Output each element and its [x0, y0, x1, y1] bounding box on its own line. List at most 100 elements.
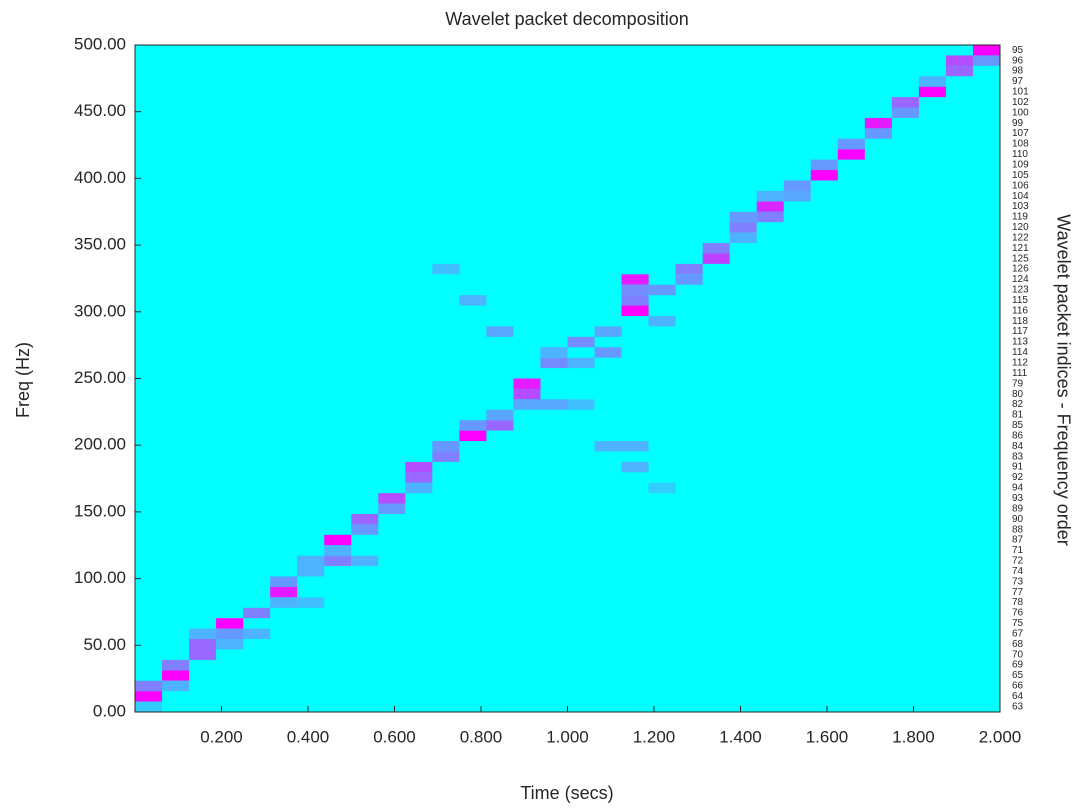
heatmap-cell	[270, 597, 298, 608]
heatmap-cell	[837, 149, 865, 160]
y-tick-label: 0.00	[93, 701, 126, 720]
heatmap-cell	[324, 555, 352, 567]
heatmap-cell	[675, 263, 703, 275]
x-tick-label: 0.400	[287, 727, 330, 746]
y2-index-label: 90	[1012, 514, 1024, 525]
y2-index-label: 123	[1012, 285, 1029, 296]
heatmap-cell	[702, 253, 730, 264]
heatmap-cell	[756, 201, 784, 212]
heatmap-cell	[729, 222, 757, 233]
heatmap-cell	[621, 441, 649, 452]
heatmap-cell	[459, 430, 487, 442]
y2-index-label: 86	[1012, 430, 1024, 441]
heatmap-cell	[621, 284, 649, 296]
heatmap-cell	[648, 315, 676, 327]
y2-index-label: 120	[1012, 222, 1029, 233]
y2-index-label: 105	[1012, 170, 1029, 181]
heatmap-cell	[216, 618, 244, 629]
heatmap-cell	[918, 86, 946, 98]
heatmap-cell	[513, 388, 541, 400]
heatmap-cell	[459, 420, 487, 431]
y2-index-label: 117	[1012, 326, 1028, 337]
heatmap-cell	[270, 586, 298, 598]
heatmap-cell	[972, 45, 1000, 56]
heatmap-cell	[540, 357, 568, 369]
y2-index-label: 126	[1012, 264, 1029, 275]
heatmap-cell	[594, 347, 622, 358]
y2-index-label: 100	[1012, 107, 1029, 118]
heatmap-cell	[756, 190, 784, 202]
y2-index-label: 106	[1012, 180, 1029, 191]
x-tick-label: 0.600	[373, 727, 416, 746]
heatmap-cell	[405, 482, 433, 494]
heatmap-cell	[621, 295, 649, 306]
y2-index-label: 82	[1012, 399, 1024, 410]
heatmap-cell	[216, 628, 244, 640]
heatmap-cell	[891, 107, 919, 118]
x-tick-label: 1.000	[546, 727, 589, 746]
heatmap-cell	[297, 555, 325, 567]
y2-index-label: 73	[1012, 576, 1024, 587]
y2-index-label: 69	[1012, 660, 1024, 671]
heatmap-cell	[405, 461, 433, 473]
heatmap-cell	[594, 326, 622, 337]
y2-index-label: 84	[1012, 441, 1024, 452]
x-tick-label: 0.200	[200, 727, 243, 746]
y2-index-label: 122	[1012, 232, 1029, 243]
heatmap-cell	[324, 534, 352, 546]
y-tick-label: 400.00	[74, 168, 126, 187]
heatmap-cell	[702, 243, 730, 254]
y2-index-label: 104	[1012, 191, 1029, 202]
x-tick-label: 0.800	[460, 727, 503, 746]
heatmap-cell	[540, 347, 568, 358]
y2-index-label: 76	[1012, 608, 1024, 619]
heatmap-cell	[216, 639, 244, 650]
y2-index-label: 115	[1012, 295, 1028, 306]
heatmap-cell	[648, 284, 676, 296]
heatmap-cell	[135, 691, 163, 702]
heatmap-cell	[270, 576, 298, 587]
heatmap-cell	[567, 399, 595, 410]
y2-index-label: 64	[1012, 691, 1024, 702]
y-axis-label: Freq (Hz)	[13, 342, 33, 418]
heatmap-cell	[162, 680, 190, 692]
heatmap-cell	[594, 441, 622, 452]
y2-index-label: 92	[1012, 472, 1024, 483]
heatmap-cell	[297, 566, 325, 577]
heatmap-cell	[486, 409, 514, 421]
y-tick-label: 500.00	[74, 34, 126, 53]
heatmap-cell	[189, 649, 217, 660]
y2-index-label: 125	[1012, 253, 1029, 264]
y2-index-label: 83	[1012, 451, 1024, 462]
y2-index-label: 109	[1012, 159, 1029, 170]
y2-index-label: 79	[1012, 378, 1024, 389]
heatmap-cell	[891, 97, 919, 108]
y2-index-label: 65	[1012, 670, 1024, 681]
y2-index-label: 101	[1012, 87, 1029, 98]
heatmap-cell	[351, 555, 379, 567]
y2-index-label: 111	[1012, 368, 1028, 379]
heatmap-cell	[918, 76, 946, 87]
heatmap-cell	[567, 336, 595, 348]
y2-index-label: 85	[1012, 420, 1024, 431]
y2-index-label: 103	[1012, 201, 1029, 212]
heatmap-cell	[162, 659, 190, 671]
heatmap-cell	[432, 441, 460, 452]
y2-index-label: 116	[1012, 305, 1028, 316]
heatmap-cell	[621, 274, 649, 285]
y2-index-label: 107	[1012, 128, 1029, 139]
heatmap-cell	[486, 326, 514, 337]
x-tick-label: 1.800	[892, 727, 935, 746]
heatmap-cell	[405, 472, 433, 483]
y2-index-label: 97	[1012, 76, 1024, 87]
heatmap-cell	[837, 138, 865, 150]
heatmap-cell	[567, 357, 595, 369]
y-tick-label: 100.00	[74, 568, 126, 587]
y2-index-label: 68	[1012, 639, 1024, 650]
plot-frame	[134, 44, 1001, 713]
heatmap-cell	[945, 65, 973, 77]
heatmap-cell	[729, 211, 757, 223]
y-tick-label: 150.00	[74, 501, 126, 520]
heatmap-cell	[783, 180, 811, 191]
y-tick-label: 300.00	[74, 301, 126, 320]
